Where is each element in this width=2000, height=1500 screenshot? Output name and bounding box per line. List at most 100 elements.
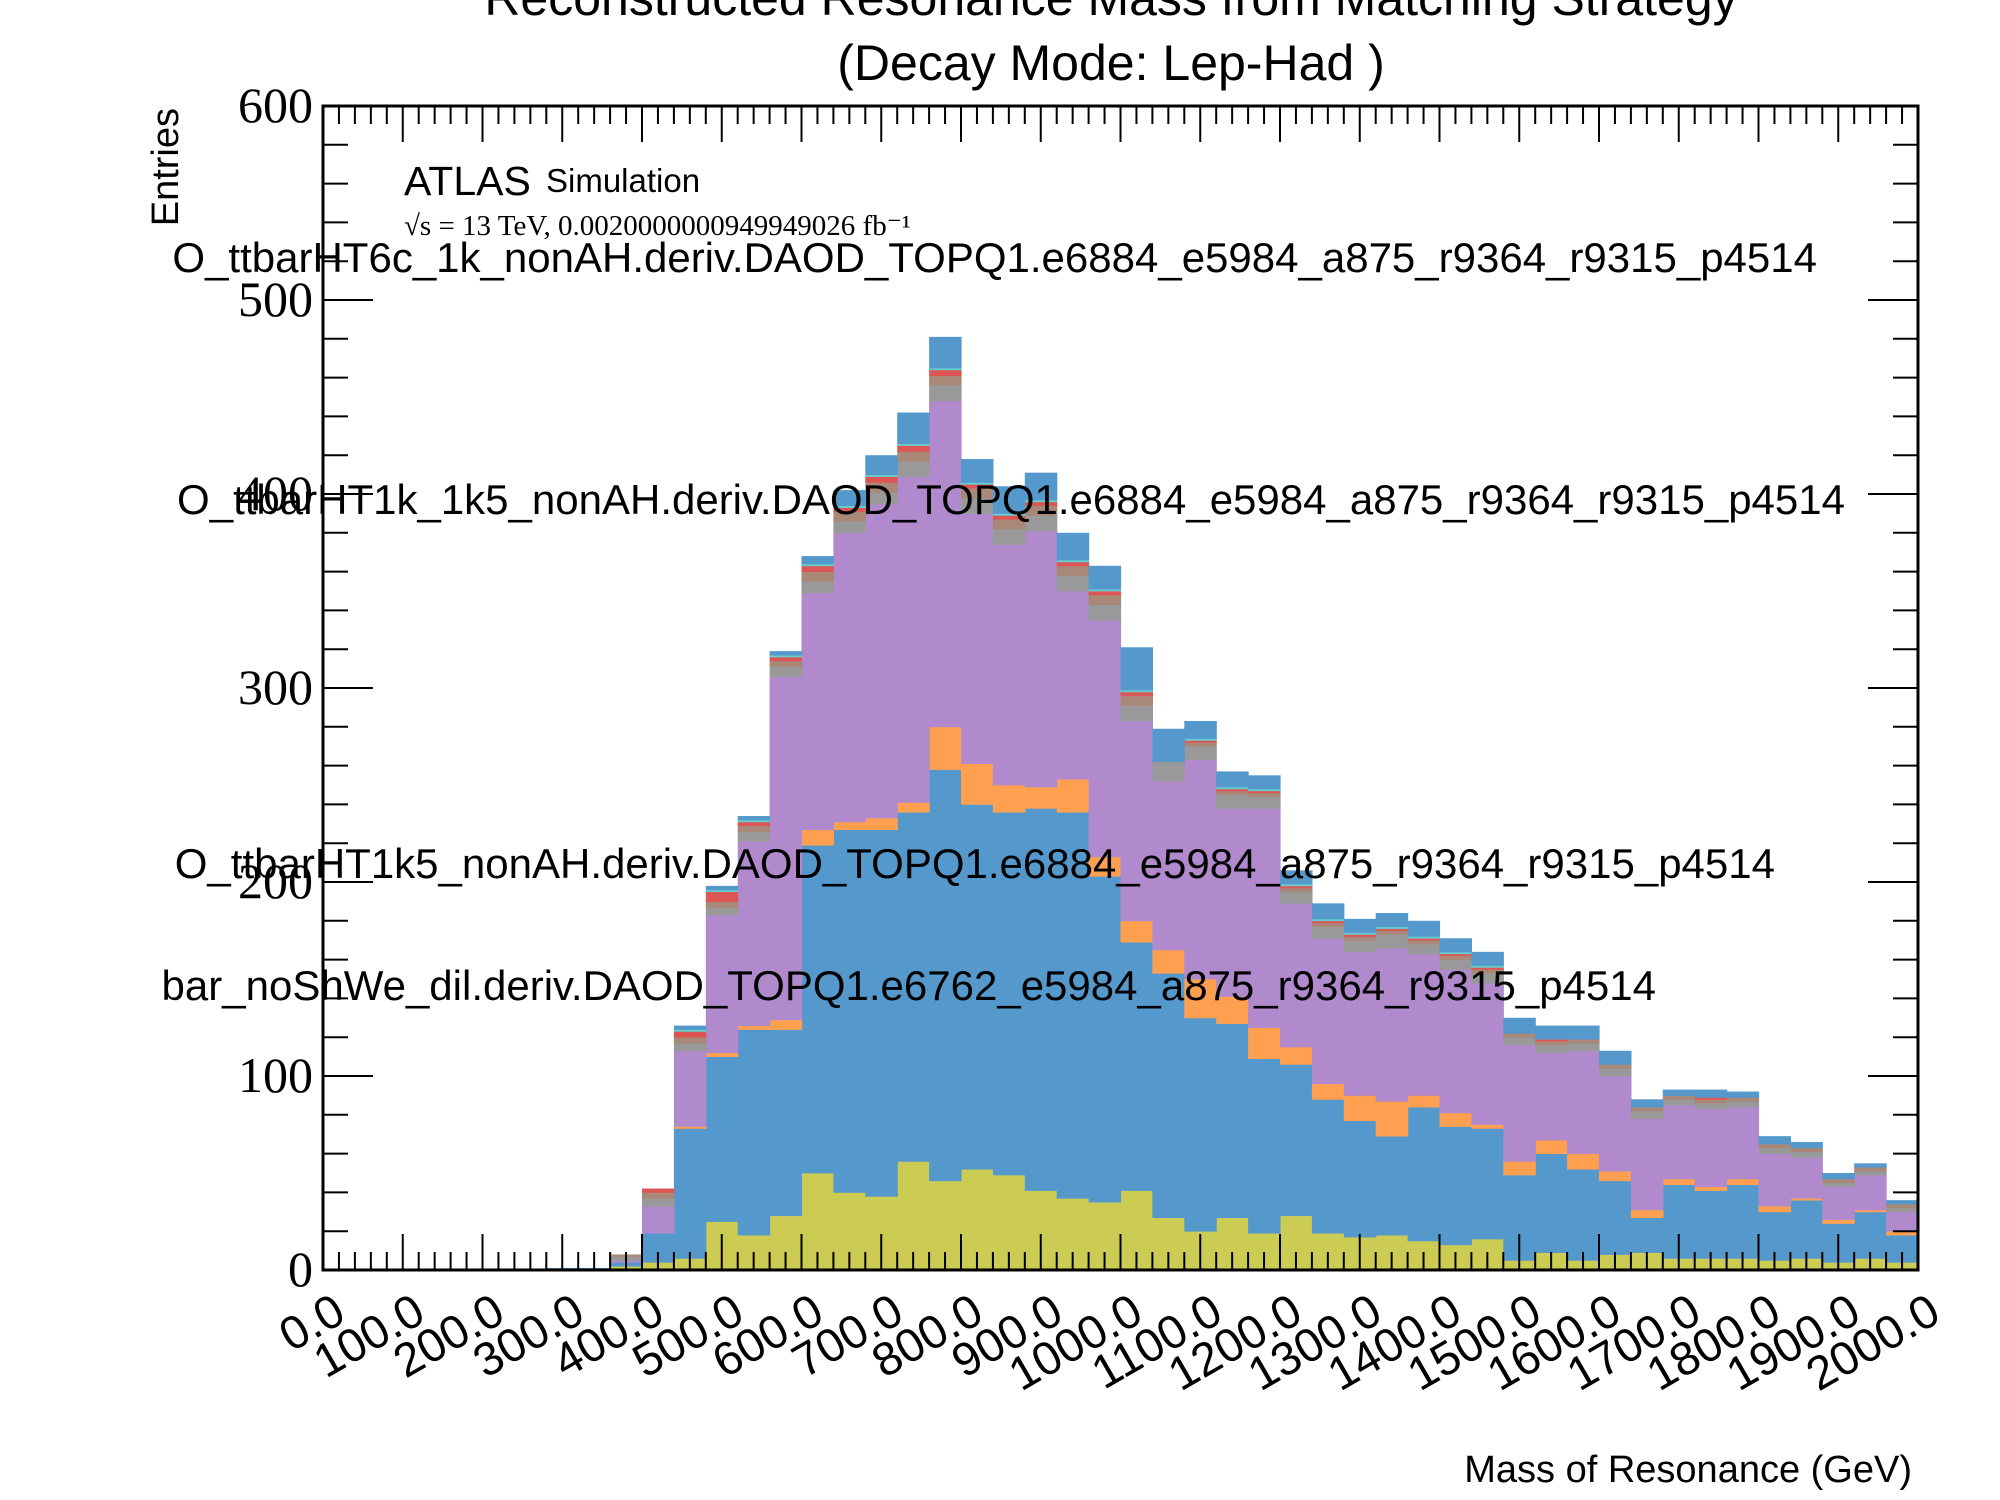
histogram-bar-s1-b46 xyxy=(1790,1200,1823,1259)
histogram-bar-s7-b27 xyxy=(1184,738,1217,741)
histogram-bar-s3-b29 xyxy=(1248,808,1281,1028)
histogram-bar-s4-b43 xyxy=(1694,1103,1728,1110)
histogram-bar-s5-b25 xyxy=(1120,695,1153,706)
histogram-bar-s8-b14 xyxy=(769,651,803,656)
histogram-bar-s8-b11 xyxy=(673,1025,707,1030)
histogram-bar-s8-b25 xyxy=(1120,647,1153,691)
histogram-bar-s3-b38 xyxy=(1535,1052,1568,1141)
histogram-bar-s5-b27 xyxy=(1184,742,1217,747)
histogram-bar-s2-b46 xyxy=(1790,1198,1823,1201)
y-tick-label: 400 xyxy=(238,465,313,521)
histogram-bar-s3-b46 xyxy=(1790,1157,1823,1199)
histogram-bar-s3-b26 xyxy=(1152,781,1185,951)
histogram-bar-s2-b13 xyxy=(737,1025,771,1030)
histogram-bar-s6-b24 xyxy=(1088,591,1122,596)
histogram-bar-s5-b32 xyxy=(1343,936,1377,941)
histogram-bar-s1-b18 xyxy=(897,812,930,1162)
histogram-bar-s6-b27 xyxy=(1184,740,1217,743)
histogram-bar-s7-b21 xyxy=(992,513,1026,516)
histogram-bar-s4-b39 xyxy=(1567,1043,1600,1052)
histogram-bar-s8-b28 xyxy=(1216,771,1249,788)
histogram-bar-s6-b15 xyxy=(801,565,834,572)
histogram-bar-s4-b46 xyxy=(1790,1151,1823,1158)
histogram-bar-s4-b22 xyxy=(1024,515,1058,532)
histogram-bar-s4-b19 xyxy=(929,385,962,402)
histogram-bar-s3-b16 xyxy=(833,532,866,823)
histogram-bar-s4-b44 xyxy=(1726,1101,1760,1108)
histogram-bar-s1-b30 xyxy=(1280,1064,1313,1217)
histogram-bar-s2-b31 xyxy=(1311,1083,1345,1100)
histogram-bar-s4-b18 xyxy=(897,461,930,477)
histogram-bar-s3-b14 xyxy=(769,676,803,1021)
histogram-bar-s3-b41 xyxy=(1630,1118,1664,1211)
histogram-bar-s4-b30 xyxy=(1280,891,1313,904)
y-tick-label: 200 xyxy=(238,853,313,909)
histogram-bar-s5-b36 xyxy=(1471,969,1504,974)
histogram-bar-s5-b46 xyxy=(1790,1147,1823,1153)
histogram-bar-s5-b45 xyxy=(1758,1143,1791,1149)
histogram-bar-s4-b32 xyxy=(1343,940,1377,953)
histogram-bar-s8-b32 xyxy=(1343,918,1377,933)
histogram-bar-s2-b12 xyxy=(705,1052,739,1057)
histogram-bar-s5-b23 xyxy=(1056,565,1090,576)
histogram-bar-s1-b43 xyxy=(1694,1190,1728,1259)
histogram-bar-s8-b45 xyxy=(1758,1136,1791,1145)
histogram-bar-s2-b17 xyxy=(865,817,898,831)
histogram-bar-s5-b34 xyxy=(1407,940,1441,945)
histogram-bar-s2-b39 xyxy=(1567,1153,1600,1170)
histogram-bar-s8-b38 xyxy=(1535,1025,1568,1040)
x-axis-label: Mass of Resonance (GeV) xyxy=(1464,1449,1912,1491)
histogram-bar-s6-b34 xyxy=(1407,938,1441,941)
histogram-bar-s1-b38 xyxy=(1535,1153,1568,1253)
histogram-bar-s4-b42 xyxy=(1662,1099,1696,1106)
histogram-bar-s1-b19 xyxy=(929,769,962,1182)
histogram-bar-s8-b31 xyxy=(1311,903,1345,920)
histogram-bar-s2-b18 xyxy=(897,802,930,813)
y-tick-label: 300 xyxy=(238,659,313,715)
histogram-bar-s8-b37 xyxy=(1503,1017,1536,1034)
histogram-bar-s3-b37 xyxy=(1503,1044,1536,1162)
histogram-bar-s3-b43 xyxy=(1694,1108,1728,1187)
histogram-bar-s6-b30 xyxy=(1280,885,1313,889)
histogram-bar-s7-b18 xyxy=(897,443,930,446)
histogram-bar-s4-b47 xyxy=(1822,1182,1855,1187)
histogram-bar-s4-b21 xyxy=(992,528,1026,545)
histogram-bar-s2-b48 xyxy=(1854,1209,1887,1213)
histogram-bar-s5-b38 xyxy=(1535,1041,1568,1046)
histogram-bar-s3-b45 xyxy=(1758,1153,1791,1207)
histogram-bar-s7-b33 xyxy=(1375,926,1409,929)
histogram-bar-s5-b41 xyxy=(1630,1107,1664,1112)
histogram-bar-s3-b10 xyxy=(642,1205,675,1234)
histogram-bar-s6-b43 xyxy=(1694,1097,1728,1100)
histogram-bar-s4-b28 xyxy=(1216,794,1249,809)
histogram-bar-s1-b14 xyxy=(769,1029,803,1217)
legend-entry: O_ttbarHT1k_1k5_nonAH.deriv.DAOD_TOPQ1.e… xyxy=(177,476,1845,523)
histogram-bar-s2-b34 xyxy=(1407,1095,1441,1108)
histogram-bar-s6-b31 xyxy=(1311,920,1345,924)
histogram-bar-s8-b17 xyxy=(865,455,898,475)
y-axis-label: Entries xyxy=(145,108,187,226)
plot-frame xyxy=(321,104,1920,1272)
histogram-bar-s4-b11 xyxy=(673,1043,707,1052)
histogram-bar-s4-b13 xyxy=(737,831,771,842)
histogram-bar-s3-b23 xyxy=(1056,591,1090,780)
histogram-bar-s4-b36 xyxy=(1471,973,1504,984)
histogram-bar-s8-b19 xyxy=(929,336,962,369)
histogram-bar-s4-b20 xyxy=(961,497,994,514)
histogram-bar-s5-b12 xyxy=(705,901,739,908)
histogram-bar-s2-b32 xyxy=(1343,1095,1377,1122)
histogram-bar-s6-b28 xyxy=(1216,788,1249,792)
histogram-bar-s8-b23 xyxy=(1056,532,1090,561)
histogram-bar-s4-b10 xyxy=(642,1198,675,1207)
histogram-bar-s2-b29 xyxy=(1248,1027,1281,1059)
histogram-bar-s4-b14 xyxy=(769,666,803,677)
histogram-bar-s2-b26 xyxy=(1152,949,1185,974)
x-tick-labels: 0.0100.0200.0300.0400.0500.0600.0700.080… xyxy=(270,1283,1948,1401)
histogram-bar-s2-b42 xyxy=(1662,1178,1696,1186)
y-tick-labels: 0 100 200 300 400 500 600 xyxy=(238,77,313,1297)
histogram-bar-s1-b41 xyxy=(1630,1217,1664,1253)
histogram-bar-s7-b20 xyxy=(961,482,994,485)
histogram-bar-s5-b49 xyxy=(1886,1204,1919,1209)
histogram-bar-s1-b16 xyxy=(833,829,866,1193)
histogram-bar-s1-b23 xyxy=(1056,812,1090,1199)
